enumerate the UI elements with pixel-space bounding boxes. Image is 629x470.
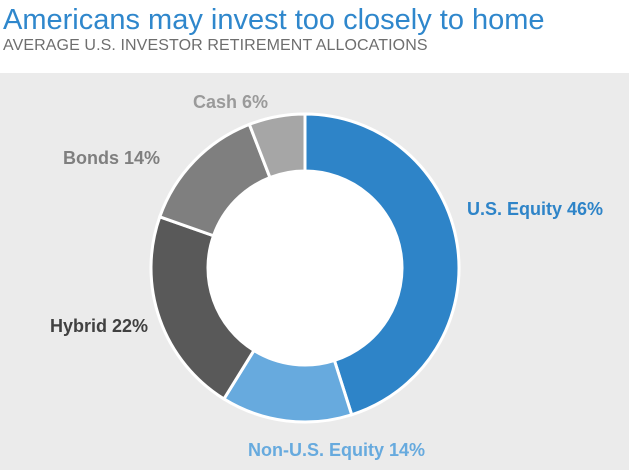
label-bonds: Bonds 14% xyxy=(63,148,160,168)
label-hybrid: Hybrid 22% xyxy=(50,316,148,336)
label-cash: Cash 6% xyxy=(193,92,268,112)
donut-hole xyxy=(208,171,402,365)
label-non-u-s-equity: Non-U.S. Equity 14% xyxy=(248,440,425,460)
label-u-s-equity: U.S. Equity 46% xyxy=(467,199,603,219)
chart-title: Americans may invest too closely to home xyxy=(3,4,545,36)
chart-subtitle: AVERAGE U.S. INVESTOR RETIREMENT ALLOCAT… xyxy=(3,37,428,54)
